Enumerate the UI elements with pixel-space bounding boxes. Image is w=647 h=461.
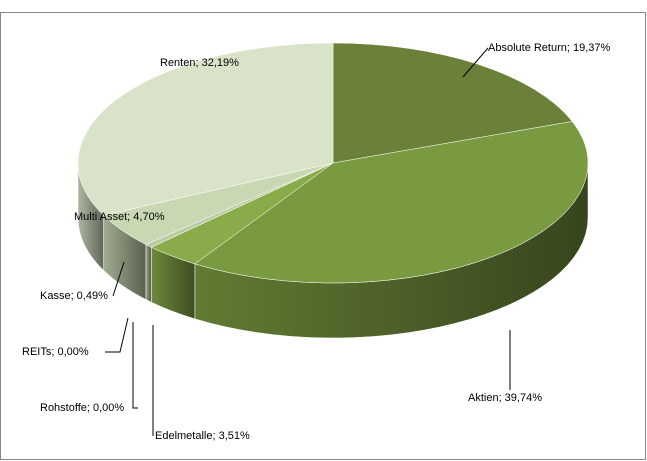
slice <box>332 42 573 164</box>
data-label: Multi Asset; 4,70% <box>74 211 165 223</box>
leader-line <box>105 317 129 353</box>
data-label: Kasse; 0,49% <box>40 290 108 302</box>
slice <box>77 42 334 216</box>
data-label: Absolute Return; 19,37% <box>488 42 611 54</box>
slice-side <box>145 244 152 303</box>
data-label: Aktien; 39,74% <box>468 392 542 404</box>
leader-line <box>112 261 125 297</box>
slice <box>194 121 589 284</box>
data-label: Renten; 32,19% <box>160 57 239 69</box>
data-label: REITs; 0,00% <box>22 346 89 358</box>
data-label: Edelmetalle; 3,51% <box>155 430 250 442</box>
leader-line <box>132 322 138 409</box>
leader-line <box>462 47 489 78</box>
data-label: Rohstoffe; 0,00% <box>40 402 124 414</box>
